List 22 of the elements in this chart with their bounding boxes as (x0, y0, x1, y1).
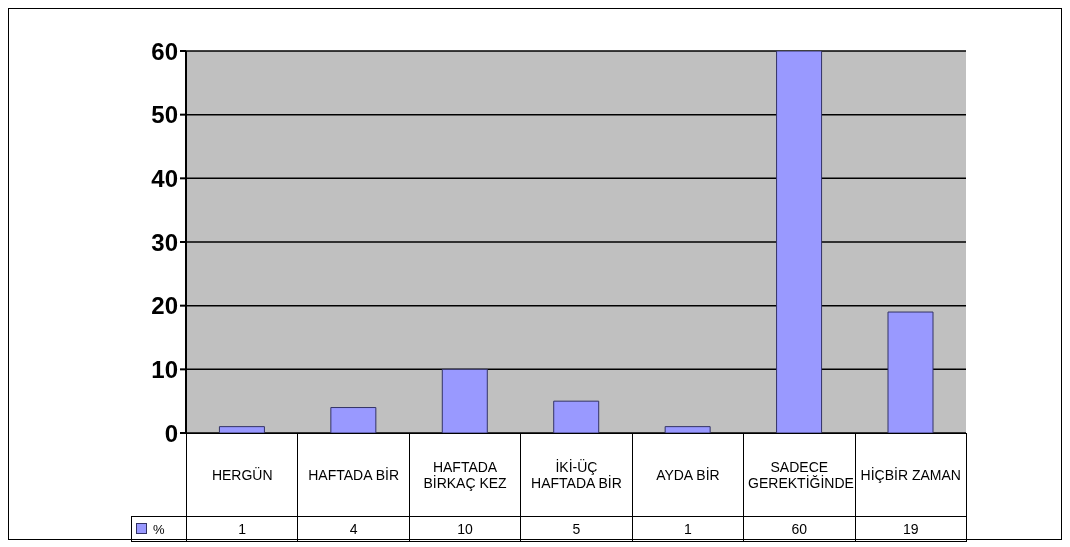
x-tick-label: İKİ-ÜÇ HAFTADA BİR (520, 433, 633, 517)
x-tick-label: HAFTADA BİR (297, 433, 410, 517)
y-tick-label: 20 (151, 292, 178, 320)
data-label: 60 (743, 516, 856, 542)
x-tick-label: HERGÜN (186, 433, 298, 517)
y-tick-label: 50 (151, 101, 178, 129)
x-tick-label: AYDA BİR (632, 433, 744, 517)
y-tick-label: 30 (151, 228, 178, 256)
data-label: 1 (186, 516, 298, 542)
data-label: 10 (409, 516, 521, 542)
y-tick-label: 60 (151, 37, 178, 65)
data-label: 4 (297, 516, 410, 542)
y-tick-label: 0 (164, 419, 178, 447)
x-tick-label: SADECE GEREKTİĞİNDE (743, 433, 856, 517)
data-label: 1 (632, 516, 744, 542)
data-label: 5 (520, 516, 633, 542)
data-label: 19 (855, 516, 967, 542)
x-tick-label: HİÇBİR ZAMAN (855, 433, 967, 517)
x-tick-label: HAFTADA BİRKAÇ KEZ (409, 433, 521, 517)
y-tick-label: 40 (151, 164, 178, 192)
legend-label: % (153, 521, 165, 537)
y-tick-label: 10 (151, 355, 178, 383)
